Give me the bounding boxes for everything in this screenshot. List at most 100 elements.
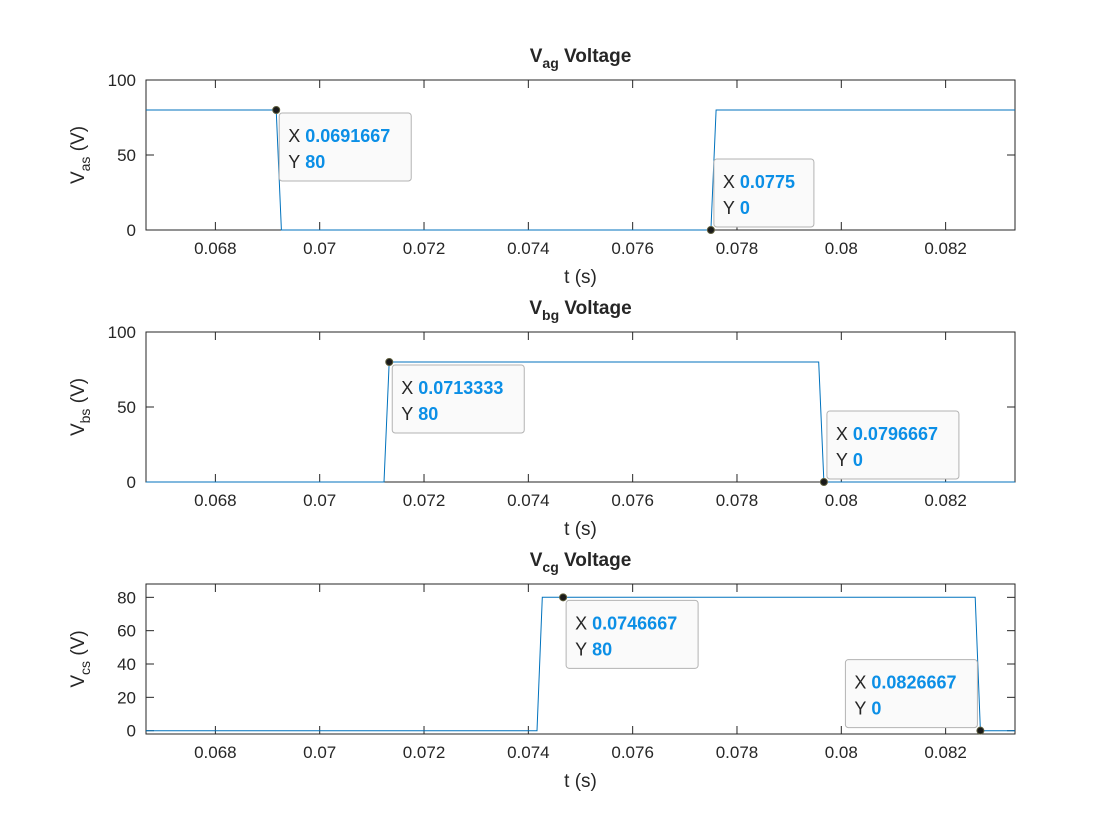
- datatip-x-value: 0.0826667: [871, 673, 956, 693]
- datatip-x-row: X 0.0775: [723, 172, 795, 192]
- datatip-y-label: Y: [836, 450, 848, 470]
- x-tick-label: 0.078: [716, 743, 759, 762]
- x-tick-label: 0.076: [611, 239, 654, 258]
- datatip-marker: [819, 478, 828, 486]
- datatip-y-value: 80: [305, 152, 325, 172]
- datatip-y-value: 0: [853, 450, 863, 470]
- y-tick-label: 0: [127, 221, 136, 240]
- axes-box: [145, 79, 1016, 231]
- y-tick-label: 0: [127, 722, 136, 741]
- title-subscript: bg: [542, 307, 559, 323]
- x-axis-label: t (s): [564, 519, 597, 540]
- x-tick-label: 0.076: [611, 491, 654, 510]
- datatip-x-label: X: [723, 172, 735, 192]
- datatip-x-label: X: [854, 673, 866, 693]
- y-tick-label: 20: [117, 688, 136, 707]
- ylabel-rest: (V): [68, 378, 89, 409]
- series-line: [146, 596, 1015, 732]
- datatip-x-row: X 0.0826667: [854, 673, 956, 693]
- x-tick-label: 0.076: [611, 743, 654, 762]
- title-subscript: ag: [542, 55, 558, 71]
- plot-title: Vbg Voltage: [529, 298, 631, 323]
- datatip-x-label: X: [401, 378, 413, 398]
- title-subscript: cg: [542, 559, 558, 575]
- datatip-x-row: X 0.0796667: [836, 424, 938, 444]
- x-tick-label: 0.074: [507, 491, 550, 510]
- ylabel-rest: (V): [68, 630, 89, 661]
- y-tick-label: 50: [117, 146, 136, 165]
- x-tick-label: 0.072: [403, 743, 446, 762]
- datatip-y-label: Y: [401, 404, 413, 424]
- x-tick-label: 0.078: [716, 239, 759, 258]
- ylabel-main: V: [68, 423, 89, 436]
- ylabel-subscript: bs: [77, 409, 93, 424]
- datatip-x-value: 0.0775: [740, 172, 795, 192]
- y-tick-label: 80: [117, 588, 136, 607]
- x-tick-label: 0.074: [507, 743, 550, 762]
- x-tick-label: 0.07: [303, 239, 336, 258]
- y-tick-label: 60: [117, 622, 136, 641]
- datatip-y-label: Y: [723, 198, 735, 218]
- datatip-marker: [385, 358, 394, 366]
- datatip-y-label: Y: [288, 152, 300, 172]
- datatip-marker: [706, 226, 715, 234]
- datatip-y-row: Y 80: [288, 152, 325, 172]
- x-tick-label: 0.082: [924, 743, 967, 762]
- datatip-box: [826, 410, 960, 480]
- title-rest: Voltage: [559, 298, 632, 319]
- y-tick-label: 100: [108, 71, 136, 90]
- ylabel-main: V: [68, 675, 89, 688]
- x-tick-label: 0.068: [194, 743, 237, 762]
- x-tick-label: 0.074: [507, 239, 550, 258]
- y-tick-label: 50: [117, 398, 136, 417]
- datatip: X 0.0796667 Y 0: [819, 410, 960, 486]
- x-axis-label: t (s): [564, 771, 597, 792]
- x-axis-label: t (s): [564, 267, 597, 288]
- y-tick-label: 100: [108, 323, 136, 342]
- datatip-x-row: X 0.0713333: [401, 378, 503, 398]
- datatip-box: [844, 659, 978, 729]
- datatip-y-label: Y: [854, 699, 866, 719]
- x-tick-label: 0.078: [716, 491, 759, 510]
- x-tick-label: 0.07: [303, 491, 336, 510]
- datatip: X 0.0691667 Y 80: [272, 106, 412, 182]
- x-tick-label: 0.08: [825, 491, 858, 510]
- ylabel-main: V: [68, 171, 89, 184]
- datatip-y-value: 0: [871, 699, 881, 719]
- x-tick-label: 0.068: [194, 491, 237, 510]
- datatip-x-row: X 0.0691667: [288, 126, 390, 146]
- datatip-x-value: 0.0713333: [418, 378, 503, 398]
- plot-title: Vcg Voltage: [530, 550, 632, 575]
- y-axis-label: Vcs (V): [68, 630, 93, 687]
- datatip-y-value: 0: [740, 198, 750, 218]
- x-tick-label: 0.08: [825, 239, 858, 258]
- datatip-box: [565, 599, 699, 669]
- datatip-y-label: Y: [575, 639, 587, 659]
- ylabel-subscript: as: [77, 157, 93, 172]
- y-axis-label: Vbs (V): [68, 378, 93, 436]
- x-tick-label: 0.068: [194, 239, 237, 258]
- datatip-x-label: X: [836, 424, 848, 444]
- x-tick-label: 0.08: [825, 743, 858, 762]
- x-tick-label: 0.082: [924, 239, 967, 258]
- y-tick-label: 40: [117, 655, 136, 674]
- y-tick-label: 0: [127, 473, 136, 492]
- datatip-marker: [559, 593, 568, 602]
- x-tick-label: 0.082: [924, 491, 967, 510]
- datatip-x-value: 0.0691667: [305, 126, 390, 146]
- ylabel-subscript: cs: [77, 661, 93, 675]
- datatip-box: [713, 158, 815, 228]
- datatip-y-row: Y 80: [401, 404, 438, 424]
- title-rest: Voltage: [559, 46, 632, 67]
- datatip-box: [391, 364, 525, 434]
- x-tick-label: 0.072: [403, 239, 446, 258]
